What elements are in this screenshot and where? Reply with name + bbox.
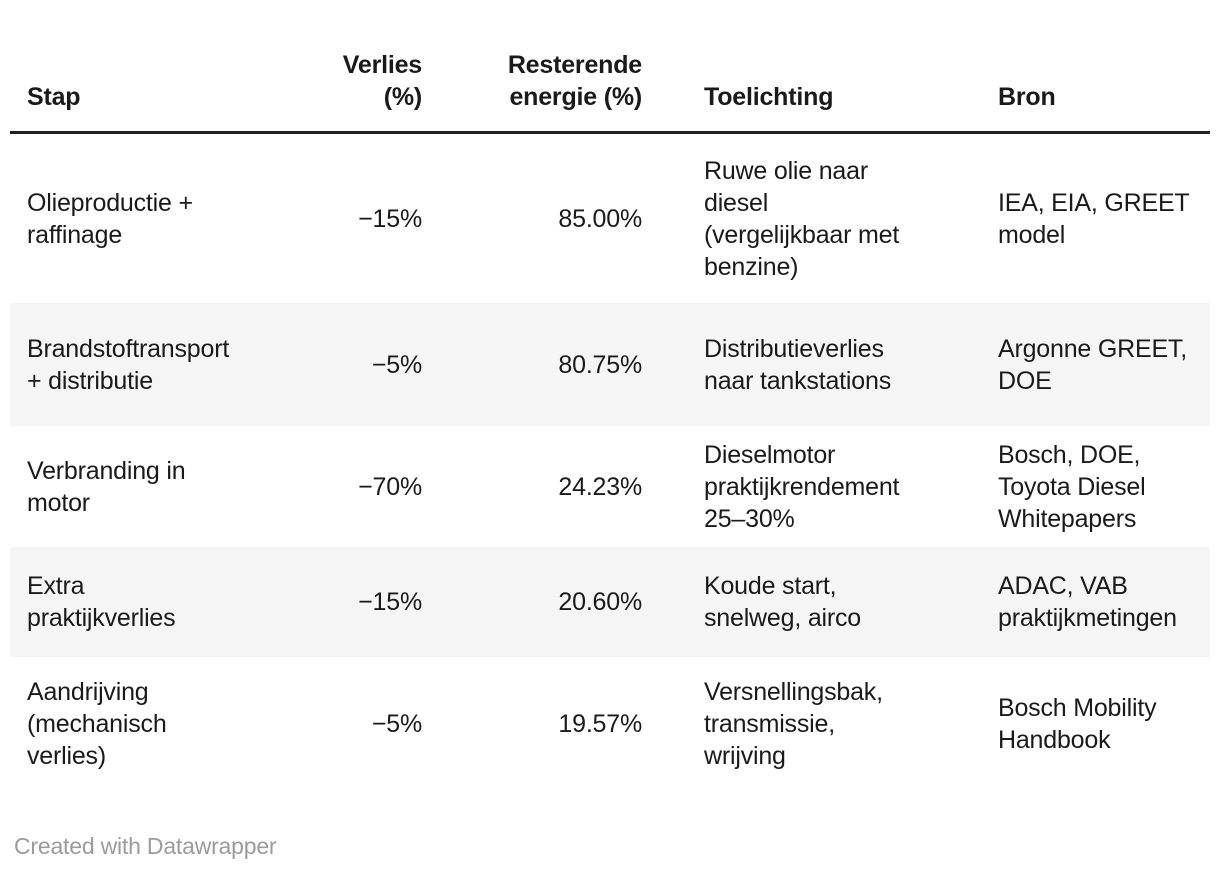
cell-resterende-energie: 19.57% xyxy=(558,709,642,738)
cell-toelichting: Dieselmotor praktijkrendement 25–30% xyxy=(704,440,900,533)
cell-resterende-energie: 85.00% xyxy=(558,204,642,233)
cell-bron: IEA, EIA, GREET model xyxy=(998,188,1190,249)
cell-bron: ADAC, VAB praktijkmetingen xyxy=(998,572,1177,632)
column-header-verlies: Verlies (%) xyxy=(342,51,422,111)
table-row-brandstoftransport: Brandstoftransport + distributie −5% 80.… xyxy=(10,303,1210,426)
column-header-resterende-energie: Resterende energie (%) xyxy=(507,51,642,111)
cell-stap: Aandrijving (mechanisch verlies) xyxy=(27,677,167,770)
cell-resterende-energie: 24.23% xyxy=(558,472,642,501)
column-header-stap: Stap xyxy=(27,83,81,111)
cell-verlies: −15% xyxy=(358,204,422,233)
cell-bron: Argonne GREET, DOE xyxy=(998,334,1187,395)
table-row-verbranding: Verbranding in motor −70% 24.23% Dieselm… xyxy=(10,426,1210,547)
cell-verlies: −70% xyxy=(358,472,422,501)
cell-toelichting: Ruwe olie naar diesel (vergelijkbaar met… xyxy=(704,156,900,281)
cell-verlies: −5% xyxy=(371,709,422,738)
cell-verlies: −15% xyxy=(358,588,422,616)
cell-toelichting: Distributieverlies naar tankstations xyxy=(704,334,891,395)
cell-toelichting: Versnellingsbak, transmissie, wrijving xyxy=(704,677,883,770)
energy-loss-table: Stap Verlies (%) Resterende energie (%) … xyxy=(10,0,1210,790)
table-row-extra-praktijkverlies: Extra praktijkverlies −15% 20.60% Koude … xyxy=(10,547,1210,657)
column-header-toelichting: Toelichting xyxy=(704,83,834,111)
cell-bron: Bosch Mobility Handbook xyxy=(998,693,1157,754)
cell-stap: Verbranding in motor xyxy=(27,456,186,517)
cell-verlies: −5% xyxy=(371,350,422,379)
cell-resterende-energie: 20.60% xyxy=(558,588,642,616)
cell-bron: Bosch, DOE, Toyota Diesel Whitepapers xyxy=(998,440,1146,533)
cell-stap: Brandstoftransport + distributie xyxy=(27,334,230,395)
cell-toelichting: Koude start, snelweg, airco xyxy=(704,572,862,632)
datawrapper-credit-link[interactable]: Created with Datawrapper xyxy=(14,833,277,859)
column-header-bron: Bron xyxy=(998,83,1056,111)
cell-resterende-energie: 80.75% xyxy=(558,350,642,379)
table-header-row: Stap Verlies (%) Resterende energie (%) … xyxy=(10,0,1210,134)
table-row-olieproductie: Olieproductie + raffinage −15% 85.00% Ru… xyxy=(10,134,1210,303)
table-row-aandrijving: Aandrijving (mechanisch verlies) −5% 19.… xyxy=(10,657,1210,790)
cell-stap: Extra praktijkverlies xyxy=(27,572,176,632)
cell-stap: Olieproductie + raffinage xyxy=(27,188,193,249)
